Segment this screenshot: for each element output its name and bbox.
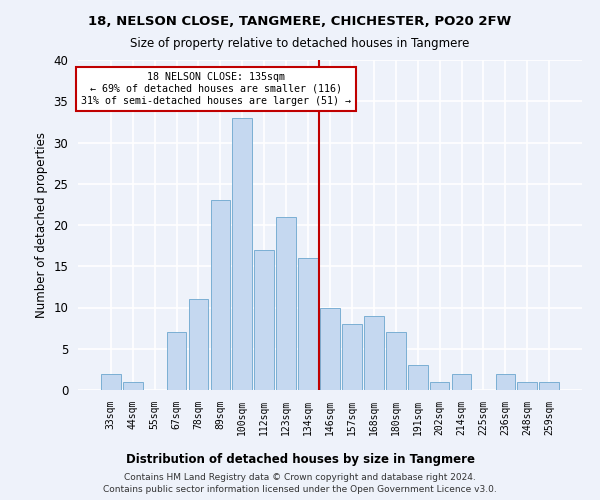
Text: Distribution of detached houses by size in Tangmere: Distribution of detached houses by size … xyxy=(125,452,475,466)
Bar xyxy=(232,118,252,390)
Bar xyxy=(298,258,318,390)
Bar xyxy=(188,299,208,390)
Bar xyxy=(539,382,559,390)
Bar xyxy=(517,382,537,390)
Bar xyxy=(430,382,449,390)
Text: Contains HM Land Registry data © Crown copyright and database right 2024.: Contains HM Land Registry data © Crown c… xyxy=(124,472,476,482)
Bar xyxy=(364,316,384,390)
Bar xyxy=(167,332,187,390)
Text: 18, NELSON CLOSE, TANGMERE, CHICHESTER, PO20 2FW: 18, NELSON CLOSE, TANGMERE, CHICHESTER, … xyxy=(88,15,512,28)
Y-axis label: Number of detached properties: Number of detached properties xyxy=(35,132,48,318)
Bar xyxy=(276,217,296,390)
Bar xyxy=(408,365,428,390)
Bar xyxy=(452,374,472,390)
Text: Contains public sector information licensed under the Open Government Licence v3: Contains public sector information licen… xyxy=(103,485,497,494)
Bar xyxy=(123,382,143,390)
Text: Size of property relative to detached houses in Tangmere: Size of property relative to detached ho… xyxy=(130,38,470,51)
Bar xyxy=(386,332,406,390)
Bar xyxy=(496,374,515,390)
Bar xyxy=(320,308,340,390)
Bar xyxy=(101,374,121,390)
Bar xyxy=(254,250,274,390)
Text: 18 NELSON CLOSE: 135sqm
← 69% of detached houses are smaller (116)
31% of semi-d: 18 NELSON CLOSE: 135sqm ← 69% of detache… xyxy=(81,72,351,106)
Bar xyxy=(211,200,230,390)
Bar xyxy=(342,324,362,390)
